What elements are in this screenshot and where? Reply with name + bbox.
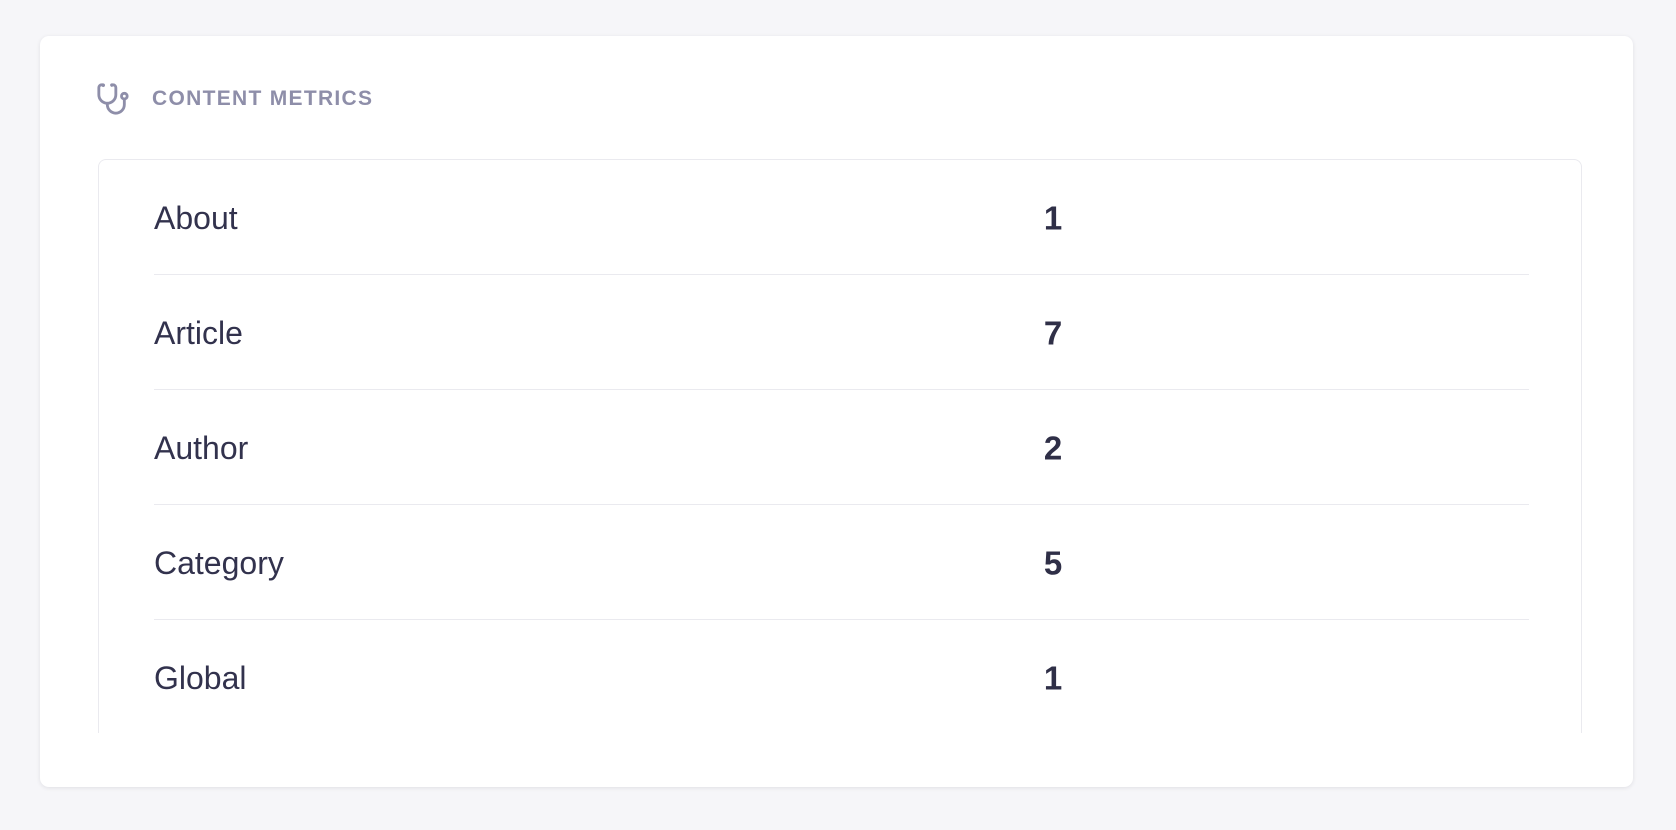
metric-value: 1 (1043, 659, 1063, 696)
metric-value: 5 (1043, 544, 1063, 581)
stethoscope-icon (96, 82, 130, 116)
metric-value: 1 (1043, 199, 1063, 236)
metric-label: Article (154, 314, 243, 351)
metric-label: Global (154, 659, 247, 696)
metrics-list[interactable]: About 1 Article 7 Author 2 Category 5 Gl… (98, 159, 1582, 733)
metric-value: 7 (1043, 314, 1063, 351)
metric-value: 2 (1043, 429, 1063, 466)
widget-header: CONTENT METRICS (96, 82, 373, 116)
metric-row-article: Article 7 (99, 275, 1581, 390)
metric-row-global: Global 1 (99, 620, 1581, 733)
metric-row-about: About 1 (99, 160, 1581, 275)
metric-row-category: Category 5 (99, 505, 1581, 620)
widget-title: CONTENT METRICS (152, 87, 374, 110)
metric-label: Author (154, 429, 249, 466)
metric-row-author: Author 2 (99, 390, 1581, 505)
content-metrics-widget: CONTENT METRICS About 1 Article 7 Author… (40, 36, 1633, 787)
metric-label: About (154, 199, 238, 236)
metric-label: Category (154, 544, 284, 581)
